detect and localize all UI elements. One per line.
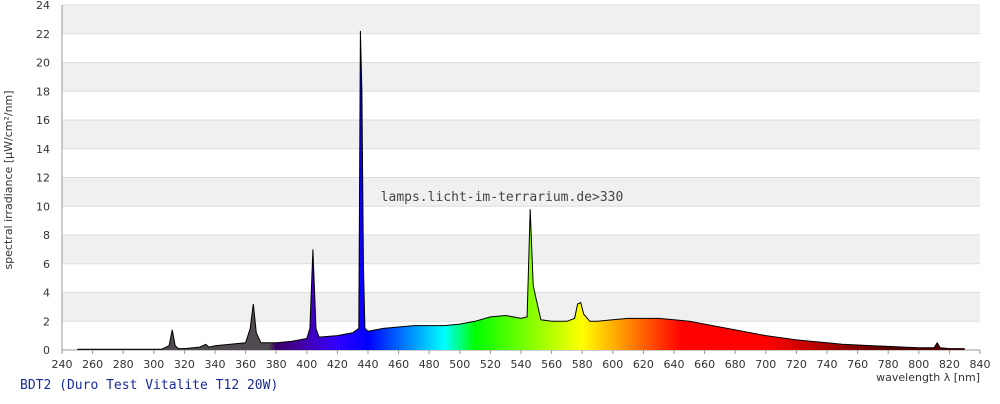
y-tick-label: 0 [43, 344, 50, 357]
x-tick-label: 400 [296, 358, 317, 371]
x-tick-label: 740 [817, 358, 838, 371]
grid-band [62, 62, 980, 92]
x-tick-label: 280 [113, 358, 134, 371]
y-tick-label: 22 [36, 28, 50, 41]
x-tick-label: 600 [602, 358, 623, 371]
x-tick-label: 320 [174, 358, 195, 371]
grid-band [62, 292, 980, 322]
y-axis-label: spectral irradiance [µW/cm²/nm] [2, 90, 15, 269]
x-tick-label: 800 [908, 358, 929, 371]
y-tick-label: 18 [36, 85, 50, 98]
x-tick-label: 560 [541, 358, 562, 371]
y-tick-label: 2 [43, 315, 50, 328]
x-tick-label: 680 [725, 358, 746, 371]
x-tick-label: 380 [266, 358, 287, 371]
x-tick-label: 840 [970, 358, 991, 371]
grid-band [62, 120, 980, 149]
x-tick-label: 620 [633, 358, 654, 371]
x-tick-label: 780 [878, 358, 899, 371]
x-tick-label: 260 [82, 358, 103, 371]
x-tick-label: 360 [235, 358, 256, 371]
y-tick-label: 14 [36, 143, 50, 156]
x-tick-label: 760 [847, 358, 868, 371]
x-tick-label: 520 [480, 358, 501, 371]
y-tick-label: 12 [36, 172, 50, 185]
watermark: lamps.licht-im-terrarium.de>330 [381, 190, 624, 205]
y-tick-label: 10 [36, 200, 50, 213]
x-tick-label: 660 [694, 358, 715, 371]
y-tick-label: 8 [43, 229, 50, 242]
grid-band [62, 177, 980, 207]
y-tick-label: 24 [36, 0, 50, 12]
x-tick-label: 340 [205, 358, 226, 371]
grid-band [62, 5, 980, 34]
x-tick-label: 580 [572, 358, 593, 371]
y-tick-label: 16 [36, 114, 50, 127]
x-tick-label: 240 [52, 358, 73, 371]
x-tick-label: 420 [327, 358, 348, 371]
caption: BDT2 (Duro Test Vitalite T12 20W) [20, 378, 278, 393]
x-tick-label: 820 [939, 358, 960, 371]
x-tick-label: 640 [664, 358, 685, 371]
x-axis-label: wavelength λ [nm] [876, 371, 980, 384]
x-tick-label: 700 [755, 358, 776, 371]
spectrum-line [77, 30, 965, 350]
y-tick-label: 20 [36, 57, 50, 70]
x-tick-label: 500 [449, 358, 470, 371]
x-tick-label: 460 [388, 358, 409, 371]
x-tick-label: 480 [419, 358, 440, 371]
x-tick-label: 440 [358, 358, 379, 371]
x-tick-label: 720 [786, 358, 807, 371]
y-tick-label: 6 [43, 258, 50, 271]
grid-band [62, 235, 980, 264]
x-tick-label: 300 [143, 358, 164, 371]
x-tick-label: 540 [511, 358, 532, 371]
y-tick-label: 4 [43, 287, 50, 300]
